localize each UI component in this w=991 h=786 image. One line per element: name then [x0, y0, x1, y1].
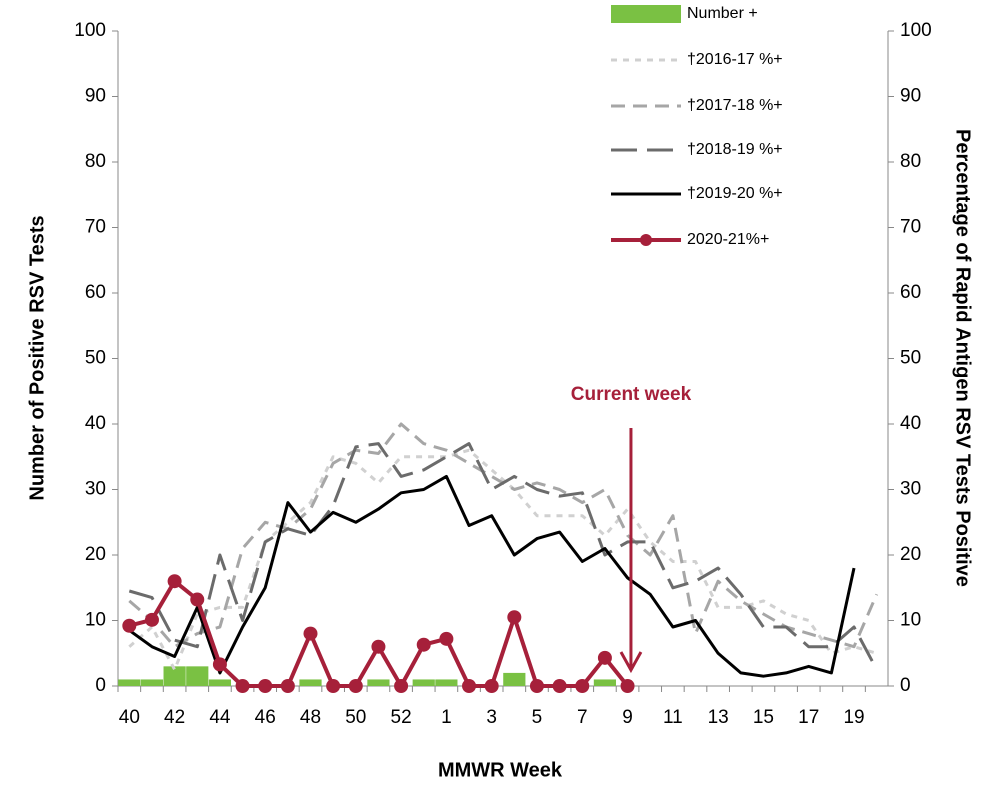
marker [552, 679, 567, 693]
bar [593, 679, 617, 686]
x-tick-label: 44 [209, 707, 231, 728]
y2-axis-title: Percentage of Rapid Antigen RSV Tests Po… [952, 129, 974, 587]
y2-tick-label: 90 [900, 86, 921, 107]
x-axis-title: MMWR Week [438, 759, 563, 781]
marker [167, 574, 182, 589]
marker [258, 679, 273, 693]
bar [163, 666, 186, 686]
line [128, 474, 856, 678]
y2-tick-label: 20 [900, 544, 921, 565]
marker [597, 650, 612, 665]
y-tick-label: 80 [85, 151, 106, 172]
y2-tick-label: 60 [900, 282, 921, 303]
legend-label: †2017-18 %+ [687, 97, 783, 114]
legend-label: †2018-19 %+ [687, 141, 783, 158]
legend-label: 2020-21%+ [687, 231, 769, 248]
marker [394, 679, 409, 693]
y2-tick-label: 100 [900, 20, 932, 41]
marker [484, 679, 499, 693]
y-tick-label: 40 [85, 413, 106, 434]
y-tick-label: 50 [85, 348, 106, 369]
x-tick-label: 52 [391, 707, 412, 728]
marker [507, 610, 522, 625]
y-tick-label: 20 [85, 544, 106, 565]
legend-label: †2019-20 %+ [687, 185, 783, 202]
x-tick-label: 46 [255, 707, 276, 728]
y-tick-label: 10 [85, 610, 106, 631]
x-tick-label: 3 [486, 707, 497, 728]
x-tick-label: 48 [300, 707, 321, 728]
x-tick-label: 19 [843, 707, 864, 728]
marker [620, 679, 635, 693]
marker [439, 631, 454, 646]
legend-swatch [611, 5, 681, 23]
x-tick-label: 11 [663, 707, 683, 728]
bar [435, 679, 458, 686]
marker [529, 679, 544, 693]
bar [503, 672, 526, 686]
x-tick-label: 7 [577, 707, 588, 728]
bar [208, 679, 232, 686]
marker [326, 679, 341, 693]
y2-tick-label: 80 [900, 151, 921, 172]
marker [190, 592, 205, 607]
y-tick-label: 60 [85, 282, 106, 303]
marker [348, 679, 363, 693]
x-tick-label: 5 [532, 707, 543, 728]
x-tick-label: 1 [441, 707, 452, 728]
x-tick-label: 17 [798, 707, 819, 728]
marker [575, 679, 590, 693]
x-tick-label: 40 [119, 707, 140, 728]
y2-tick-label: 10 [900, 610, 921, 631]
y-axis-title: Number of Positive RSV Tests [26, 215, 48, 500]
x-tick-label: 50 [345, 707, 366, 728]
legend-marker [640, 234, 652, 246]
y2-tick-label: 70 [900, 217, 921, 238]
y2-tick-label: 40 [900, 413, 921, 434]
marker [416, 637, 431, 652]
y-tick-label: 100 [74, 20, 106, 41]
y2-tick-label: 30 [900, 479, 921, 500]
annotation-arrowhead [619, 651, 643, 674]
marker [144, 612, 159, 627]
y-tick-label: 30 [85, 479, 106, 500]
marker [122, 618, 137, 633]
bar [299, 679, 322, 686]
bar [140, 679, 164, 686]
y2-tick-label: 50 [900, 348, 921, 369]
marker [280, 679, 295, 693]
legend-label: Number + [687, 5, 758, 22]
x-tick-label: 42 [164, 707, 185, 728]
marker [303, 626, 318, 641]
y-tick-label: 0 [95, 675, 106, 696]
marker [371, 639, 386, 654]
marker [235, 679, 250, 693]
y-tick-label: 70 [85, 217, 106, 238]
bar [367, 679, 390, 686]
y-tick-label: 90 [85, 86, 106, 107]
y2-tick-label: 0 [900, 675, 911, 696]
marker [462, 679, 477, 693]
x-tick-label: 15 [753, 707, 774, 728]
bar [186, 666, 209, 686]
bar [412, 679, 435, 686]
line [128, 442, 879, 671]
legend-label: †2016-17 %+ [687, 51, 783, 68]
line [128, 448, 878, 672]
x-tick-label: 13 [708, 707, 729, 728]
bar [118, 679, 141, 686]
x-tick-label: 9 [622, 707, 633, 728]
annotation: Current week [571, 384, 692, 405]
marker [212, 657, 227, 672]
